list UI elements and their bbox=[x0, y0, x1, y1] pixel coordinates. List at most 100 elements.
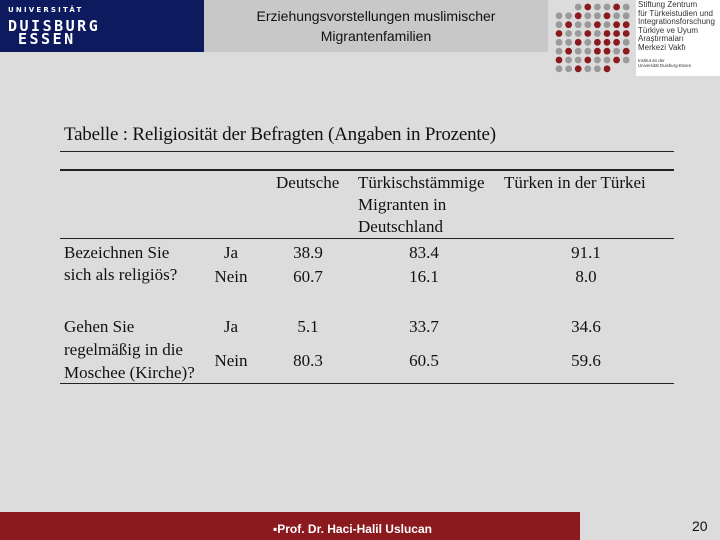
partner-line: Merkezi Vakfı bbox=[638, 42, 686, 52]
table-title: Tabelle : Religiosität der Befragten (An… bbox=[64, 124, 496, 145]
logo-dot bbox=[613, 3, 620, 11]
partner-line: Integrationsforschung bbox=[638, 17, 715, 27]
logo-dot bbox=[613, 12, 620, 20]
presentation-title-line1: Erziehungsvorstellungen muslimischer bbox=[256, 8, 496, 24]
logo-dot bbox=[603, 12, 611, 20]
logo-dot bbox=[603, 3, 611, 11]
logo-dot bbox=[574, 21, 582, 29]
logo-dot bbox=[594, 12, 601, 20]
table-cell: 16.1 bbox=[409, 267, 439, 286]
table-cell: 60.7 bbox=[293, 267, 323, 286]
logo-dot bbox=[555, 21, 563, 29]
logo-dot bbox=[584, 65, 592, 73]
partner-logo-text: Stiftung Zentrum für Türkeistudien und I… bbox=[636, 0, 720, 76]
column-header-deutsche: Deutsche bbox=[276, 173, 340, 192]
logo-dot bbox=[613, 38, 620, 46]
logo-dot bbox=[622, 30, 630, 37]
logo-dot bbox=[555, 56, 563, 64]
table-cell: 8.0 bbox=[575, 267, 597, 286]
footer-bar: ▪Prof. Dr. Haci-Halil Uslucan bbox=[0, 512, 580, 540]
logo-dot bbox=[622, 12, 630, 20]
logo-line-universitaet: UNIVERSITÄT bbox=[8, 6, 84, 14]
table-cell: 80.3 bbox=[293, 351, 323, 370]
logo-dot bbox=[574, 65, 582, 73]
logo-dot bbox=[603, 30, 611, 37]
column-header-migranten-line1: Türkischstämmige bbox=[358, 173, 485, 192]
question-1-line1: Bezeichnen Sie bbox=[64, 243, 170, 262]
partner-line: Universität Duisburg-Essen bbox=[638, 62, 692, 68]
partner-line: Araştırmaları bbox=[638, 34, 684, 44]
logo-dot bbox=[574, 56, 582, 64]
table-cell: 5.1 bbox=[297, 317, 319, 336]
logo-dot bbox=[555, 12, 563, 20]
presentation-title: Erziehungsvorstellungen muslimischer Mig… bbox=[204, 0, 548, 52]
logo-dot bbox=[594, 65, 601, 73]
logo-dot bbox=[555, 38, 563, 46]
question-2-line2: regelmäßig in die bbox=[64, 340, 183, 359]
question-1-line2: sich als religiös? bbox=[64, 265, 178, 284]
partner-line: Stiftung Zentrum bbox=[638, 0, 698, 9]
logo-dot bbox=[574, 47, 582, 55]
logo-dot bbox=[565, 12, 572, 20]
footer-author: ▪Prof. Dr. Haci-Halil Uslucan bbox=[273, 522, 432, 536]
answer-label: Nein bbox=[214, 267, 248, 286]
logo-dot bbox=[603, 65, 611, 73]
table-cell: 34.6 bbox=[571, 317, 601, 336]
table-cell: 33.7 bbox=[409, 317, 439, 336]
logo-dot bbox=[565, 38, 572, 46]
logo-dot bbox=[613, 56, 620, 64]
answer-label: Nein bbox=[214, 351, 248, 370]
logo-dot bbox=[584, 21, 592, 29]
logo-dot bbox=[594, 21, 601, 29]
column-header-migranten-line2: Migranten in bbox=[358, 195, 447, 214]
partner-line: für Türkeistudien und bbox=[638, 8, 714, 18]
logo-dot bbox=[584, 38, 592, 46]
table-cell: 60.5 bbox=[409, 351, 439, 370]
column-header-migranten-line3: Deutschland bbox=[358, 217, 443, 236]
logo-dot bbox=[584, 30, 592, 37]
question-2-line1: Gehen Sie bbox=[64, 317, 135, 336]
logo-dot bbox=[574, 3, 582, 11]
answer-label: Ja bbox=[223, 317, 239, 336]
logo-dot bbox=[565, 47, 572, 55]
logo-dot bbox=[622, 47, 630, 55]
logo-dot bbox=[594, 56, 601, 64]
table-cell: 83.4 bbox=[409, 243, 439, 262]
partner-dot-logo bbox=[555, 3, 630, 73]
table-bottom-rule bbox=[60, 383, 674, 384]
logo-dot bbox=[622, 56, 630, 64]
logo-dot bbox=[565, 21, 572, 29]
logo-dot bbox=[613, 47, 620, 55]
logo-dot bbox=[565, 30, 572, 37]
page-number: 20 bbox=[692, 518, 708, 534]
question-2-line3: Moschee (Kirche)? bbox=[64, 363, 195, 382]
table-cell: 59.6 bbox=[571, 351, 601, 370]
logo-dot bbox=[574, 12, 582, 20]
logo-dot bbox=[594, 3, 601, 11]
logo-dot bbox=[603, 21, 611, 29]
column-header-tuerkei: Türken in der Türkei bbox=[504, 173, 646, 192]
header-rule bbox=[60, 238, 674, 239]
logo-dot bbox=[594, 30, 601, 37]
logo-dot bbox=[584, 12, 592, 20]
logo-line-essen: ESSEN bbox=[18, 30, 76, 48]
partner-line: Institut an der bbox=[638, 57, 665, 63]
logo-dot bbox=[622, 38, 630, 46]
logo-dot bbox=[603, 47, 611, 55]
logo-dot bbox=[603, 38, 611, 46]
logo-dot bbox=[565, 56, 572, 64]
partner-line: Türkiye ve Uyum bbox=[638, 25, 699, 35]
presentation-title-line2: Migrantenfamilien bbox=[320, 28, 432, 44]
table-cell: 91.1 bbox=[571, 243, 601, 262]
logo-line-duisburg: DUISBURG bbox=[8, 17, 101, 35]
logo-dot bbox=[555, 65, 563, 73]
table-title-underline bbox=[60, 151, 674, 152]
logo-dot bbox=[622, 3, 630, 11]
logo-dot bbox=[555, 30, 563, 37]
logo-dot bbox=[565, 65, 572, 73]
answer-label: Ja bbox=[223, 243, 239, 262]
logo-dot bbox=[584, 47, 592, 55]
logo-dot bbox=[594, 47, 601, 55]
logo-dot bbox=[603, 56, 611, 64]
logo-dot bbox=[613, 30, 620, 37]
